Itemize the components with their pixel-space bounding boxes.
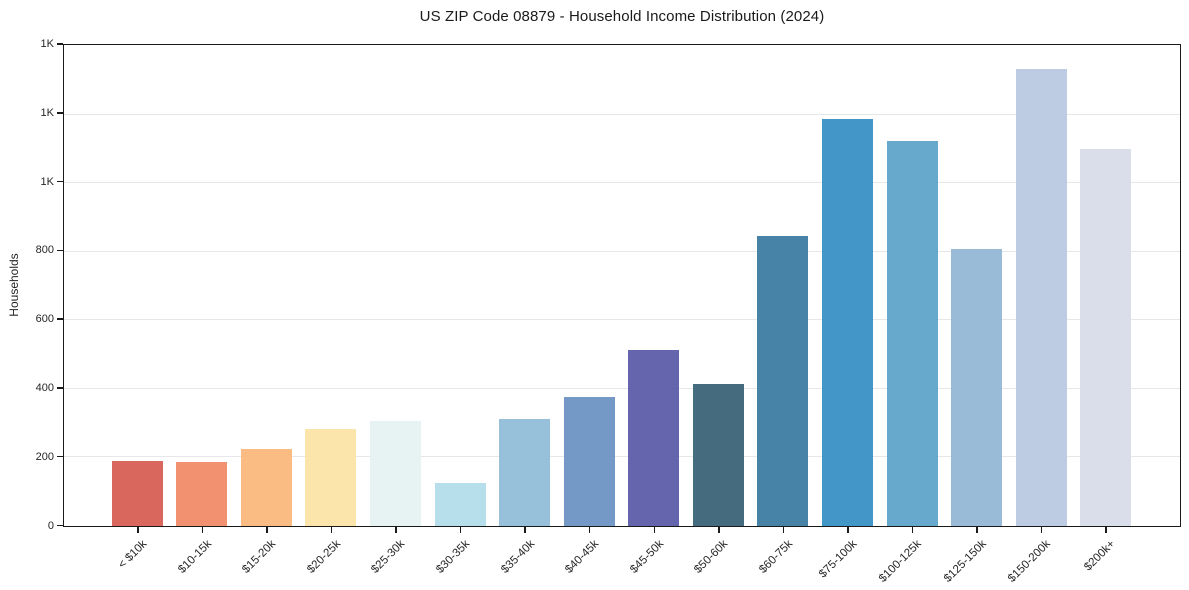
x-tick-label: $50-60k — [692, 538, 731, 576]
bar-$100-125k — [886, 141, 938, 526]
x-tick-label: $25-30k — [369, 538, 408, 576]
x-tick-label: $200k+ — [1082, 538, 1118, 574]
gridline — [64, 182, 1180, 184]
bar-$150-200k — [1015, 69, 1067, 526]
bar-$200k+ — [1080, 148, 1132, 526]
x-tick-label: $35-40k — [498, 538, 537, 576]
x-tick-mark — [330, 527, 333, 533]
x-tick-label: $20-25k — [305, 538, 343, 576]
x-tick-label: $60-75k — [757, 538, 795, 576]
x-tick-mark — [395, 527, 397, 533]
x-tick-mark — [137, 527, 139, 533]
x-tick-label: $100-125k — [877, 538, 925, 585]
gridline — [64, 113, 1180, 115]
x-tick-label: $15-20k — [240, 538, 279, 576]
gridline — [64, 250, 1180, 252]
x-tick-mark — [588, 527, 591, 533]
plot-area — [63, 44, 1181, 527]
y-tick-label: 1K — [40, 175, 54, 188]
x-tick-label: $10-15k — [175, 538, 214, 576]
x-tick-mark — [524, 527, 526, 533]
bar-< $10k — [111, 460, 163, 526]
y-axis-label: Households — [7, 253, 21, 317]
x-tick-mark — [459, 527, 462, 533]
x-tick-label: < $10k — [116, 538, 150, 572]
gridline — [64, 319, 1180, 321]
bar-$20-25k — [305, 429, 357, 526]
y-tick-label: 1K — [40, 106, 54, 119]
bar-$15-20k — [240, 448, 292, 526]
gridline — [64, 456, 1180, 458]
y-tick-label: 200 — [35, 450, 54, 463]
bar-$125-150k — [951, 249, 1003, 526]
chart-title: US ZIP Code 08879 - Household Income Dis… — [419, 8, 825, 25]
bar-$40-45k — [563, 397, 615, 526]
y-tick-label: 600 — [35, 313, 54, 326]
x-tick-label: $45-50k — [627, 538, 666, 576]
y-tick-label: 1K — [40, 38, 54, 50]
bar-$35-40k — [499, 418, 551, 526]
x-tick-label: $125-150k — [941, 538, 989, 585]
bar-$25-30k — [370, 421, 422, 526]
bar-$30-35k — [434, 482, 486, 526]
x-tick-mark — [976, 527, 978, 533]
y-tick-label: 800 — [35, 244, 54, 257]
x-tick-label: $75-100k — [817, 538, 860, 581]
x-tick-mark — [653, 527, 656, 533]
bar-$10-15k — [176, 462, 228, 526]
bar-$45-50k — [628, 350, 680, 526]
x-tick-mark — [1105, 527, 1107, 533]
x-tick-mark — [718, 527, 720, 533]
x-tick-mark — [266, 527, 268, 533]
gridline — [64, 387, 1180, 389]
x-tick-mark — [201, 527, 204, 533]
x-tick-mark — [911, 527, 914, 533]
x-tick-mark — [1040, 527, 1043, 533]
bar-$50-60k — [692, 384, 744, 526]
bar-$75-100k — [821, 118, 873, 526]
y-tick-label: 400 — [35, 381, 54, 394]
y-tick-label: 0 — [47, 519, 54, 532]
x-tick-label: $150-200k — [1006, 538, 1054, 585]
x-tick-label: $40-45k — [563, 538, 602, 576]
x-tick-label: $30-35k — [434, 538, 473, 576]
bar-$60-75k — [757, 235, 809, 526]
x-tick-mark — [782, 527, 785, 533]
x-tick-mark — [847, 527, 849, 533]
